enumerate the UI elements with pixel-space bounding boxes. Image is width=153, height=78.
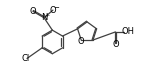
Text: N: N [41,13,47,22]
Text: OH: OH [122,27,135,36]
Text: O: O [112,40,119,49]
Text: −: − [53,5,59,11]
Text: +: + [44,13,49,18]
Text: O: O [30,7,36,16]
Text: O: O [50,6,56,15]
Text: Cl: Cl [22,54,30,63]
Text: O: O [77,37,84,46]
